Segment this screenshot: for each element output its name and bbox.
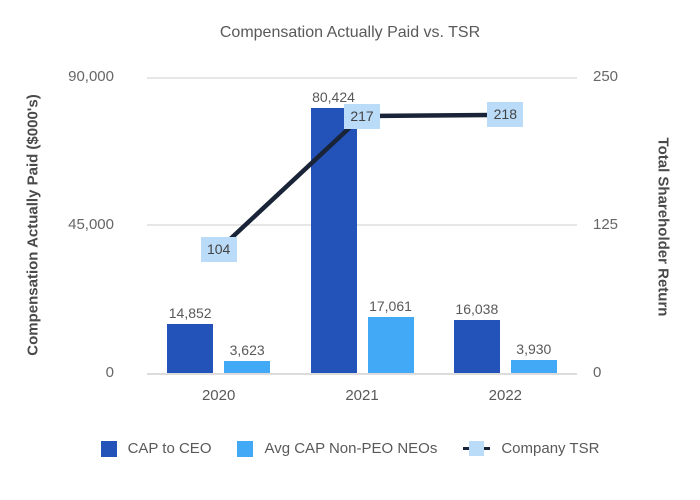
gridline-90000 xyxy=(147,77,577,79)
left-axis-tick: 90,000 xyxy=(68,68,114,85)
tsr-point-label-2022: 218 xyxy=(487,102,524,128)
bars-layer: 14,852 80,424 16,038 3,623 17,061 3,930 xyxy=(147,77,577,373)
bar-value-label-cap-to-ceo-2020: 14,852 xyxy=(168,305,212,322)
legend-label: Company TSR xyxy=(501,440,600,457)
tsr-point-label-2020: 104 xyxy=(200,237,237,263)
gridline-45000 xyxy=(147,224,577,226)
bar-avg-cap-non-peo-neos-2020 xyxy=(224,361,271,373)
plot-area: 14,852 80,424 16,038 3,623 17,061 3,930 104 21… xyxy=(147,77,577,375)
bar-avg-cap-non-peo-neos-2021 xyxy=(367,316,414,373)
right-axis-tick: 125 xyxy=(593,216,619,233)
right-axis-tick: 250 xyxy=(593,68,619,85)
x-axis-label-2020: 2020 xyxy=(201,387,236,404)
left-axis-tick: 0 xyxy=(105,364,114,381)
tsr-labels-layer: 104 217 218 xyxy=(147,77,577,373)
company-tsr-marker-icon xyxy=(463,441,491,457)
cap-to-ceo-swatch xyxy=(100,440,117,457)
bar-value-label-cap-to-ceo-2021: 80,424 xyxy=(312,89,355,106)
x-axis-label-2021: 2021 xyxy=(345,387,379,404)
bar-value-label-cap-to-ceo-2022: 16,038 xyxy=(455,301,499,318)
right-axis-title: Total Shareholder Return xyxy=(654,137,672,317)
bar-cap-to-ceo-2021 xyxy=(310,108,357,373)
chart-title: Compensation Actually Paid vs. TSR xyxy=(219,24,481,41)
bar-value-label-avg-cap-non-peo-neos-2021: 17,061 xyxy=(369,297,412,314)
legend-item-company-tsr: Company TSR xyxy=(463,440,599,457)
left-axis-tick: 45,000 xyxy=(68,216,114,233)
legend-item-cap-to-ceo: CAP to CEO xyxy=(100,440,212,457)
x-axis-line xyxy=(147,373,577,375)
left-axis-title: Compensation Actually Paid ($000's) xyxy=(24,94,42,356)
bar-value-label-avg-cap-non-peo-neos-2022: 3,930 xyxy=(516,341,552,358)
bar-cap-to-ceo-2020 xyxy=(167,324,214,373)
legend-label: Avg CAP Non-PEO NEOs xyxy=(264,440,438,457)
avg-cap-non-peo-neos-swatch xyxy=(237,440,254,457)
x-axis-label-2022: 2022 xyxy=(488,387,523,404)
bar-cap-to-ceo-2022 xyxy=(453,320,500,373)
legend-label: CAP to CEO xyxy=(127,440,212,457)
bar-value-label-avg-cap-non-peo-neos-2020: 3,623 xyxy=(229,342,265,359)
bar-avg-cap-non-peo-neos-2022 xyxy=(510,360,557,373)
legend-item-avg-cap-non-peo-neos: Avg CAP Non-PEO NEOs xyxy=(237,440,437,457)
right-axis-tick: 0 xyxy=(593,364,602,381)
legend: CAP to CEO Avg CAP Non-PEO NEOs Company … xyxy=(0,440,700,457)
tsr-point-label-2021: 217 xyxy=(344,103,380,129)
tsr-point-icon xyxy=(469,441,485,456)
